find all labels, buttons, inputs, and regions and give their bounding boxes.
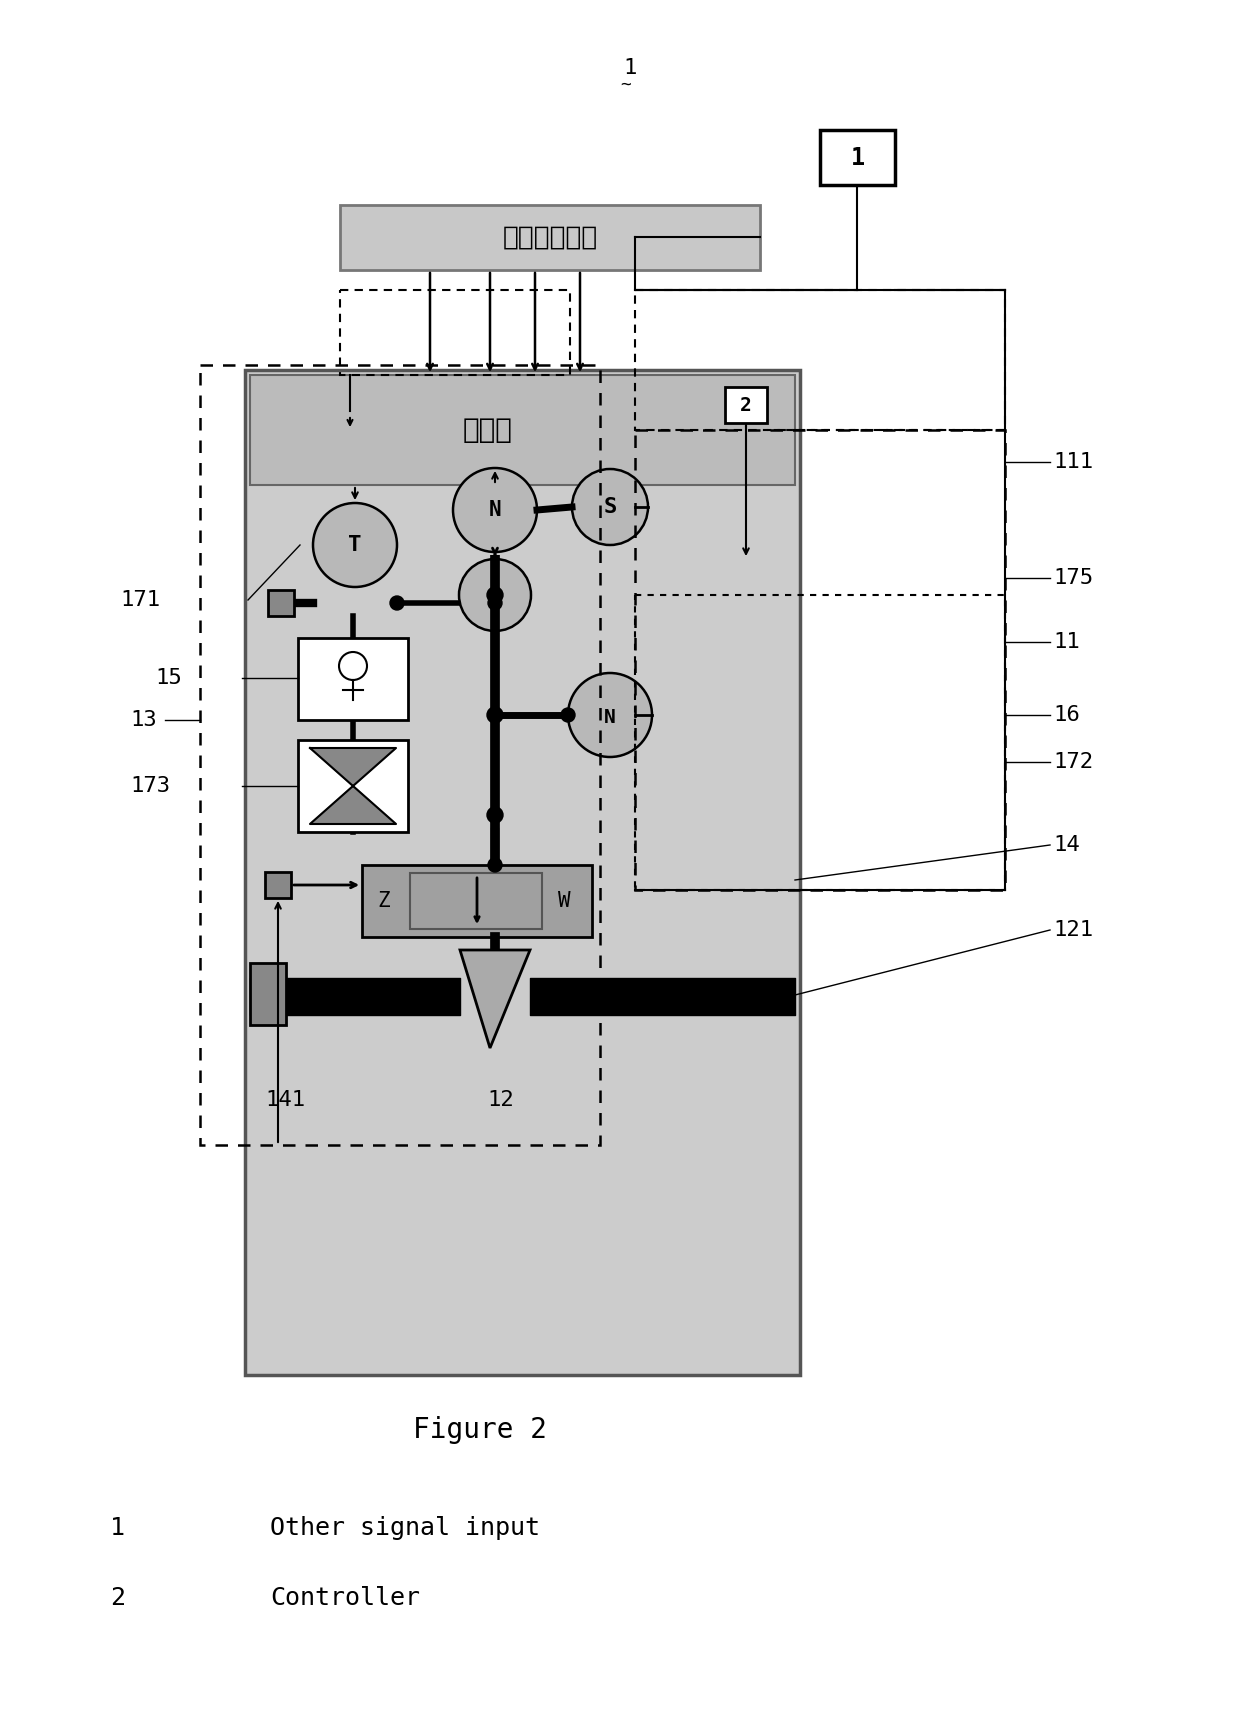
Text: 2: 2 (110, 1586, 125, 1611)
Circle shape (339, 652, 367, 680)
Text: 16: 16 (1053, 706, 1080, 725)
Circle shape (459, 559, 531, 631)
Text: 175: 175 (1053, 567, 1094, 588)
Text: 1: 1 (851, 145, 864, 170)
Text: 173: 173 (130, 777, 170, 796)
Polygon shape (725, 388, 768, 424)
Text: 11: 11 (1053, 631, 1080, 652)
Circle shape (312, 503, 397, 586)
Circle shape (391, 597, 404, 611)
Text: 111: 111 (1053, 452, 1094, 472)
Circle shape (487, 806, 503, 823)
Polygon shape (246, 370, 800, 1375)
Polygon shape (298, 638, 408, 720)
Text: S: S (604, 497, 616, 517)
Circle shape (560, 708, 575, 721)
Polygon shape (268, 590, 294, 616)
Text: T: T (348, 535, 362, 555)
Text: Z: Z (378, 891, 391, 912)
Polygon shape (362, 865, 591, 938)
Text: Controller: Controller (270, 1586, 420, 1611)
Text: 12: 12 (487, 1090, 513, 1111)
Text: 1: 1 (624, 59, 636, 78)
Circle shape (489, 597, 502, 611)
Text: 171: 171 (120, 590, 160, 611)
Text: 14: 14 (1053, 836, 1080, 855)
Text: 其他信号输入: 其他信号输入 (502, 225, 598, 251)
Text: 141: 141 (265, 1090, 305, 1111)
Text: N: N (489, 500, 501, 521)
Text: 15: 15 (155, 668, 182, 689)
Text: Figure 2: Figure 2 (413, 1415, 547, 1445)
Circle shape (568, 673, 652, 758)
Text: 172: 172 (1053, 753, 1094, 772)
Polygon shape (298, 740, 408, 832)
Circle shape (487, 586, 503, 604)
Polygon shape (460, 950, 529, 1048)
Polygon shape (265, 872, 291, 898)
Circle shape (453, 469, 537, 552)
Polygon shape (250, 375, 795, 484)
Circle shape (489, 858, 502, 872)
Circle shape (487, 708, 503, 723)
Polygon shape (310, 747, 396, 823)
Text: 2: 2 (740, 396, 751, 415)
Polygon shape (250, 964, 286, 1024)
Text: Other signal input: Other signal input (270, 1515, 539, 1540)
Text: 1: 1 (110, 1515, 125, 1540)
Text: 121: 121 (1053, 920, 1094, 939)
Circle shape (572, 469, 649, 545)
Text: 13: 13 (130, 709, 156, 730)
Polygon shape (340, 204, 760, 270)
Polygon shape (820, 130, 895, 185)
Text: W: W (558, 891, 570, 912)
Text: N: N (604, 708, 616, 727)
Text: ~: ~ (620, 76, 631, 93)
Text: 控制器: 控制器 (463, 415, 512, 445)
